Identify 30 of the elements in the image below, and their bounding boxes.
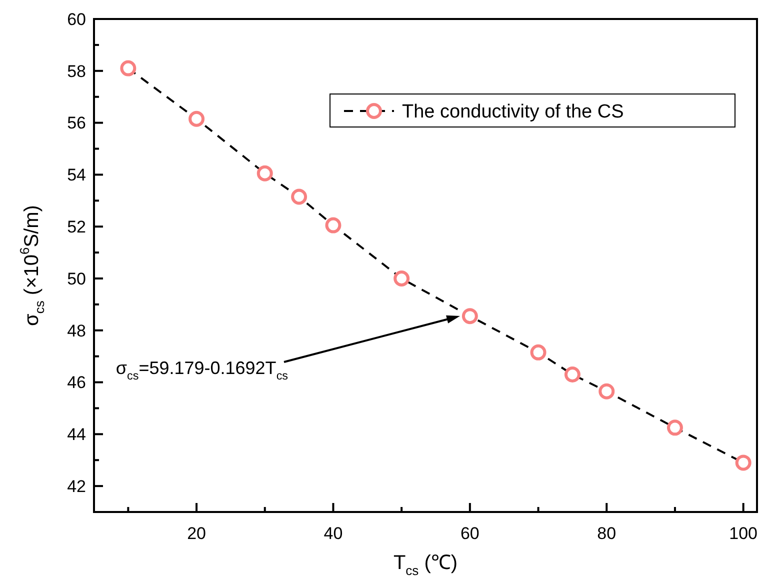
x-tick-label: 60 bbox=[460, 524, 480, 543]
point bbox=[598, 383, 615, 400]
y-tick-label: 52 bbox=[67, 218, 86, 237]
point bbox=[462, 308, 478, 324]
point bbox=[188, 110, 205, 127]
x-tick-label: 20 bbox=[187, 524, 206, 543]
legend-label: The conductivity of the CS bbox=[402, 102, 624, 123]
y-tick-label: 50 bbox=[67, 269, 86, 288]
x-tick-label: 80 bbox=[597, 524, 616, 543]
y-tick-label: 42 bbox=[67, 477, 86, 496]
y-tick-label: 48 bbox=[67, 321, 86, 340]
point bbox=[530, 344, 546, 360]
y-tick-label: 46 bbox=[67, 373, 86, 392]
y-tick-label: 60 bbox=[67, 10, 86, 29]
y-tick-label: 44 bbox=[67, 425, 86, 444]
point bbox=[735, 454, 752, 471]
y-tick-label: 54 bbox=[67, 166, 86, 185]
annotation: σ$_{cs}$=59.179-0.1692T$_{cs}$ bbox=[116, 358, 288, 382]
point bbox=[325, 217, 342, 234]
x-tick-label: 100 bbox=[729, 524, 758, 543]
x-tick-label: 40 bbox=[324, 524, 343, 543]
point bbox=[256, 165, 273, 182]
point bbox=[291, 188, 308, 205]
x-axis-title: T$_{cs}$ (℃) bbox=[393, 552, 458, 578]
y-tick-label: 58 bbox=[67, 62, 86, 81]
point bbox=[394, 270, 410, 286]
y-tick-label: 56 bbox=[67, 114, 86, 133]
point bbox=[120, 60, 136, 76]
point bbox=[564, 366, 580, 382]
point bbox=[666, 420, 683, 436]
